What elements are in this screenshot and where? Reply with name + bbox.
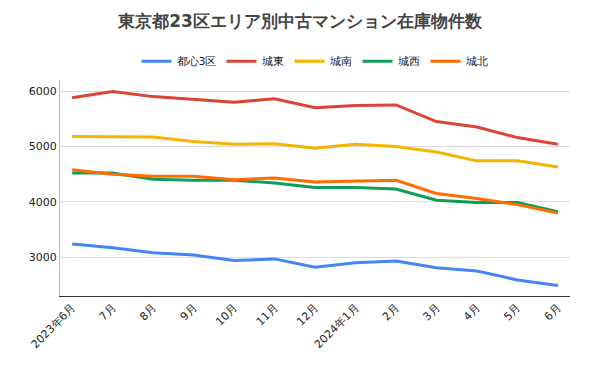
svg-text:城南: 城南: [329, 55, 352, 68]
svg-text:3000: 3000: [29, 251, 57, 264]
svg-text:都心3区: 都心3区: [177, 55, 217, 68]
svg-text:6月: 6月: [542, 302, 564, 324]
svg-text:東京都23区エリア別中古マンション在庫物件数: 東京都23区エリア別中古マンション在庫物件数: [117, 11, 483, 31]
svg-text:城西: 城西: [397, 55, 420, 68]
svg-text:城東: 城東: [261, 55, 284, 68]
svg-text:2024年1月: 2024年1月: [312, 302, 361, 351]
svg-text:2023年6月: 2023年6月: [29, 302, 78, 351]
svg-text:12月: 12月: [294, 302, 321, 329]
svg-text:2月: 2月: [380, 302, 402, 324]
svg-text:3月: 3月: [421, 302, 443, 324]
svg-text:4月: 4月: [461, 302, 483, 324]
svg-text:9月: 9月: [178, 302, 200, 324]
svg-text:10月: 10月: [213, 302, 240, 329]
svg-text:城北: 城北: [465, 55, 488, 68]
svg-text:8月: 8月: [137, 302, 159, 324]
svg-text:5000: 5000: [29, 140, 57, 153]
svg-text:4000: 4000: [29, 196, 57, 209]
svg-text:6000: 6000: [29, 85, 57, 98]
svg-text:7月: 7月: [97, 302, 119, 324]
svg-text:11月: 11月: [254, 302, 281, 329]
svg-text:5月: 5月: [501, 302, 523, 324]
